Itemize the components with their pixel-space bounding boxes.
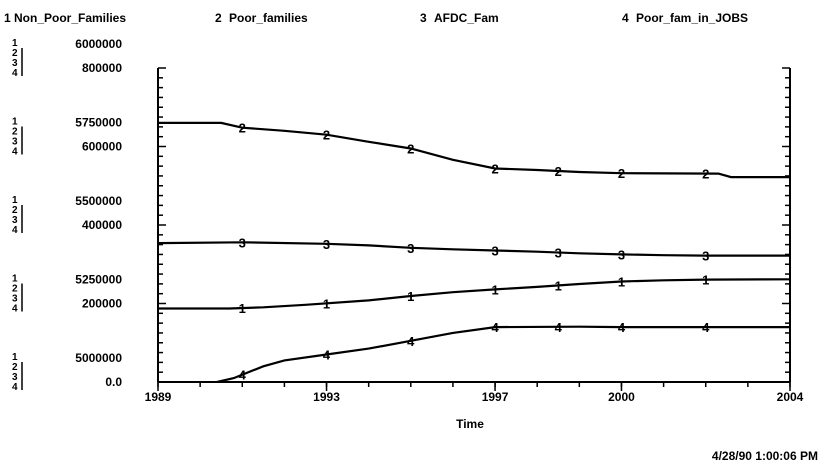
legend-item-4: 4 Poor_fam_in_JOBS (622, 11, 748, 25)
y-tick-label-scale234: 0.0 (105, 375, 122, 389)
y-tick-label-scale234: 800000 (82, 61, 122, 75)
x-tick-label: 2004 (777, 390, 804, 404)
legend-num-2: 2 (215, 11, 222, 25)
scale-number: 1 (12, 195, 18, 206)
y-tick-label-scale234: 400000 (82, 218, 122, 232)
series-1: 1 1 1 1 1 1 1 (158, 273, 791, 316)
scale-number: 4 (12, 68, 18, 79)
series-layer: 1 1 1 1 1 1 1 2 2 2 2 2 2 2 3 3 3 3 3 3 3 4 4 4 4 4 4 4 (157, 121, 791, 384)
y-tick-label-scale234: 200000 (82, 297, 122, 311)
series-marker-3: 3 (491, 244, 498, 259)
legend-item-1: 1 Non_Poor_Families (4, 11, 126, 25)
series-marker-2: 2 (491, 161, 498, 176)
x-axis-title: Time (456, 417, 484, 431)
series-marker-1: 1 (618, 275, 625, 290)
x-tick-label: 1997 (482, 390, 509, 404)
series-marker-3: 3 (239, 235, 246, 250)
scale-number: 2 (12, 362, 18, 373)
series-marker-2: 2 (618, 166, 625, 181)
legend-label-2: Poor_families (229, 11, 308, 25)
series-marker-2: 2 (702, 167, 709, 182)
series-marker-4: 4 (555, 320, 563, 335)
scale-number: 2 (12, 48, 18, 59)
series-marker-3: 3 (702, 249, 709, 264)
scale-number: 3 (12, 215, 18, 226)
x-tick-label: 1989 (145, 390, 172, 404)
plot-frame (157, 67, 791, 383)
scale-number: 4 (12, 304, 18, 315)
series-marker-1: 1 (239, 301, 246, 316)
series-marker-1: 1 (555, 278, 562, 293)
legend-label-3: AFDC_Fam (434, 11, 499, 25)
scale-number: 3 (12, 372, 18, 383)
y-tick-label-scale234: 600000 (82, 140, 122, 154)
series-marker-1: 1 (323, 296, 330, 311)
y-tick-label-scale1: 5750000 (75, 116, 122, 130)
scale-number: 4 (12, 382, 18, 393)
y-axis-labels: 6000000800000123457500006000001234550000… (12, 37, 122, 393)
series-marker-2: 2 (239, 121, 246, 136)
y-tick-label-scale1: 5250000 (75, 273, 122, 287)
legend-num-1: 1 (4, 11, 11, 25)
series-marker-2: 2 (555, 164, 562, 179)
series-marker-2: 2 (323, 128, 330, 143)
series-marker-1: 1 (702, 273, 709, 288)
scale-number: 2 (12, 127, 18, 138)
series-marker-4: 4 (702, 320, 710, 335)
legend-num-3: 3 (420, 11, 427, 25)
scale-number: 1 (12, 38, 18, 49)
series-marker-4: 4 (323, 348, 331, 363)
series-line-4 (216, 325, 790, 384)
series-marker-2: 2 (407, 141, 414, 156)
series-marker-1: 1 (407, 289, 414, 304)
series-marker-4: 4 (407, 334, 415, 349)
series-marker-4: 4 (239, 368, 247, 383)
scale-number: 3 (12, 58, 18, 69)
y-tick-label-scale1: 6000000 (75, 37, 122, 51)
scale-number: 1 (12, 274, 18, 285)
legend-label-4: Poor_fam_in_JOBS (636, 11, 748, 25)
series-marker-3: 3 (323, 237, 330, 252)
series-marker-1: 1 (491, 282, 498, 297)
y-tick-label-scale1: 5000000 (75, 351, 122, 365)
scale-number: 1 (12, 352, 18, 363)
series-marker-4: 4 (618, 320, 626, 335)
legend-item-3: 3 AFDC_Fam (420, 11, 499, 25)
scale-number: 4 (12, 147, 18, 158)
series-marker-4: 4 (491, 320, 499, 335)
legend-label-1: Non_Poor_Families (14, 11, 126, 25)
series-marker-3: 3 (555, 245, 562, 260)
scale-number: 3 (12, 294, 18, 305)
scale-number: 2 (12, 284, 18, 295)
series-line-1 (158, 278, 791, 310)
scale-number: 4 (12, 225, 18, 236)
x-tick-label: 2000 (608, 390, 635, 404)
series-4: 4 4 4 4 4 4 4 (216, 320, 790, 384)
legend: 1 Non_Poor_Families 2 Poor_families 3 AF… (4, 11, 748, 25)
legend-item-2: 2 Poor_families (215, 11, 308, 25)
series-line-3 (157, 241, 790, 257)
timestamp: 4/28/90 1:00:06 PM (712, 449, 818, 463)
y-tick-label-scale1: 5500000 (75, 194, 122, 208)
x-axis: 1989 1993 1997 2000 2004 (145, 382, 804, 404)
series-3: 3 3 3 3 3 3 3 (157, 235, 790, 264)
series-2: 2 2 2 2 2 2 2 (158, 121, 790, 182)
scale-number: 2 (12, 205, 18, 216)
series-marker-3: 3 (618, 247, 625, 262)
scale-number: 1 (12, 117, 18, 128)
series-line-2 (158, 121, 790, 179)
legend-num-4: 4 (622, 11, 629, 25)
series-marker-3: 3 (407, 241, 414, 256)
scale-number: 3 (12, 137, 18, 148)
x-tick-label: 1993 (313, 390, 340, 404)
